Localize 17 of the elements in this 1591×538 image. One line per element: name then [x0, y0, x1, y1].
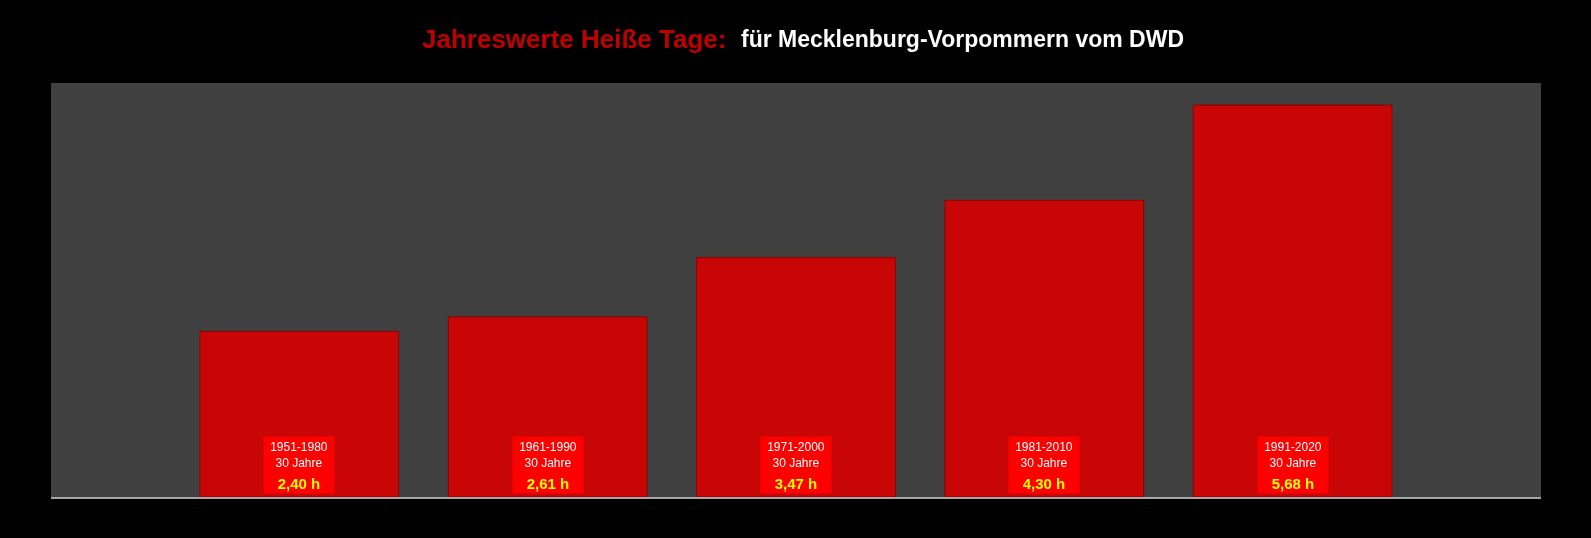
x-tick-label: 1991-2020 30 Jahre	[1264, 440, 1322, 470]
data-label: 2,40 h	[277, 474, 321, 492]
data-label: 4,30 h	[1022, 474, 1066, 492]
data-label: 5,68 h	[1271, 474, 1315, 492]
x-tick-label: 1961-1990 30 Jahre	[519, 440, 577, 470]
data-label: 2,61 h	[526, 474, 570, 492]
chart-subtitle: für Mecklenburg-Vorpommern vom DWD	[741, 26, 1184, 52]
chart-title: Jahreswerte Heiße Tage:	[422, 24, 727, 54]
x-tick-label: 1951-1980 30 Jahre	[270, 440, 328, 470]
data-label: 3,47 h	[774, 474, 818, 492]
bar	[696, 257, 896, 497]
bar	[447, 316, 648, 497]
bar	[199, 330, 400, 497]
bar	[1192, 104, 1393, 497]
bar	[944, 199, 1145, 497]
x-tick-label: 1971-2000 30 Jahre	[767, 440, 825, 470]
x-tick-label: 1981-2010 30 Jahre	[1015, 440, 1073, 470]
